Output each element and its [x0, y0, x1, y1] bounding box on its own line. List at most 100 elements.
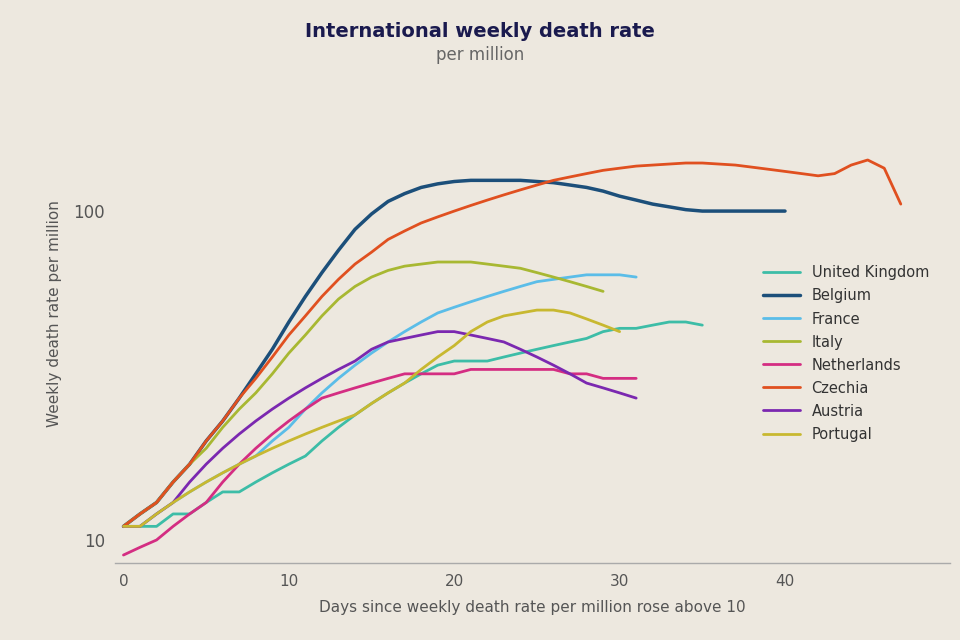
Belgium [118, 522, 130, 530]
Italy [250, 389, 261, 397]
Czechia [134, 510, 146, 518]
Belgium [531, 178, 542, 186]
Italy [134, 510, 146, 518]
United Kingdom [631, 324, 642, 332]
Italy [118, 522, 130, 530]
Czechia [184, 460, 196, 468]
Belgium [217, 417, 228, 425]
Austria [283, 394, 295, 402]
Belgium [581, 184, 592, 191]
Czechia [746, 163, 757, 171]
Czechia [564, 173, 576, 180]
Belgium [316, 269, 327, 276]
France [581, 271, 592, 278]
Netherlands [398, 370, 410, 378]
Netherlands [217, 478, 228, 486]
Italy [597, 287, 609, 295]
Netherlands [515, 365, 526, 373]
Portugal [316, 424, 327, 431]
United Kingdom [333, 424, 345, 431]
Austria [151, 510, 162, 518]
Italy [382, 267, 394, 275]
Czechia [267, 353, 278, 361]
Czechia [151, 499, 162, 506]
France [233, 460, 245, 468]
Italy [432, 258, 444, 266]
Czechia [515, 186, 526, 194]
Portugal [267, 444, 278, 452]
Portugal [531, 307, 542, 314]
United Kingdom [697, 321, 708, 329]
Portugal [398, 380, 410, 387]
Czechia [398, 227, 410, 235]
Czechia [167, 478, 179, 486]
Czechia [498, 191, 510, 199]
Italy [448, 258, 460, 266]
United Kingdom [184, 510, 196, 518]
Portugal [134, 522, 146, 530]
France [366, 349, 377, 357]
France [184, 488, 196, 496]
Czechia [613, 164, 625, 172]
United Kingdom [250, 478, 261, 486]
Czechia [217, 417, 228, 425]
Italy [515, 264, 526, 272]
Portugal [283, 437, 295, 445]
Czechia [283, 331, 295, 339]
United Kingdom [267, 469, 278, 477]
Belgium [201, 437, 212, 445]
Netherlands [448, 370, 460, 378]
Austria [167, 499, 179, 506]
Legend: United Kingdom, Belgium, France, Italy, Netherlands, Czechia, Austria, Portugal: United Kingdom, Belgium, France, Italy, … [757, 260, 935, 447]
Italy [398, 262, 410, 270]
Belgium [250, 370, 261, 378]
Belgium [697, 207, 708, 215]
United Kingdom [118, 522, 130, 530]
Netherlands [250, 444, 261, 452]
United Kingdom [581, 335, 592, 342]
Netherlands [597, 374, 609, 382]
France [382, 338, 394, 346]
Belgium [713, 207, 725, 215]
Italy [498, 262, 510, 270]
France [432, 309, 444, 317]
United Kingdom [448, 357, 460, 365]
Netherlands [366, 380, 377, 387]
Austria [349, 357, 361, 365]
Czechia [233, 394, 245, 402]
Austria [201, 460, 212, 468]
Netherlands [465, 365, 476, 373]
France [548, 275, 560, 283]
Portugal [482, 318, 493, 326]
Czechia [201, 437, 212, 445]
Austria [333, 365, 345, 373]
Czechia [663, 160, 675, 168]
Austria [300, 384, 311, 392]
Czechia [796, 170, 807, 177]
Portugal [416, 365, 427, 373]
United Kingdom [283, 460, 295, 468]
Austria [465, 331, 476, 339]
France [283, 424, 295, 431]
United Kingdom [366, 399, 377, 407]
Belgium [349, 225, 361, 233]
Netherlands [134, 543, 146, 551]
Portugal [597, 321, 609, 329]
Italy [233, 405, 245, 413]
Austria [597, 384, 609, 392]
Austria [118, 522, 130, 530]
Czechia [713, 160, 725, 168]
Italy [217, 424, 228, 431]
Portugal [465, 328, 476, 335]
France [349, 362, 361, 369]
France [267, 437, 278, 445]
United Kingdom [498, 353, 510, 361]
United Kingdom [465, 357, 476, 365]
Netherlands [300, 405, 311, 413]
Austria [416, 331, 427, 339]
France [398, 328, 410, 335]
Belgium [663, 203, 675, 211]
Czechia [878, 164, 890, 172]
United Kingdom [316, 437, 327, 445]
Czechia [597, 166, 609, 174]
